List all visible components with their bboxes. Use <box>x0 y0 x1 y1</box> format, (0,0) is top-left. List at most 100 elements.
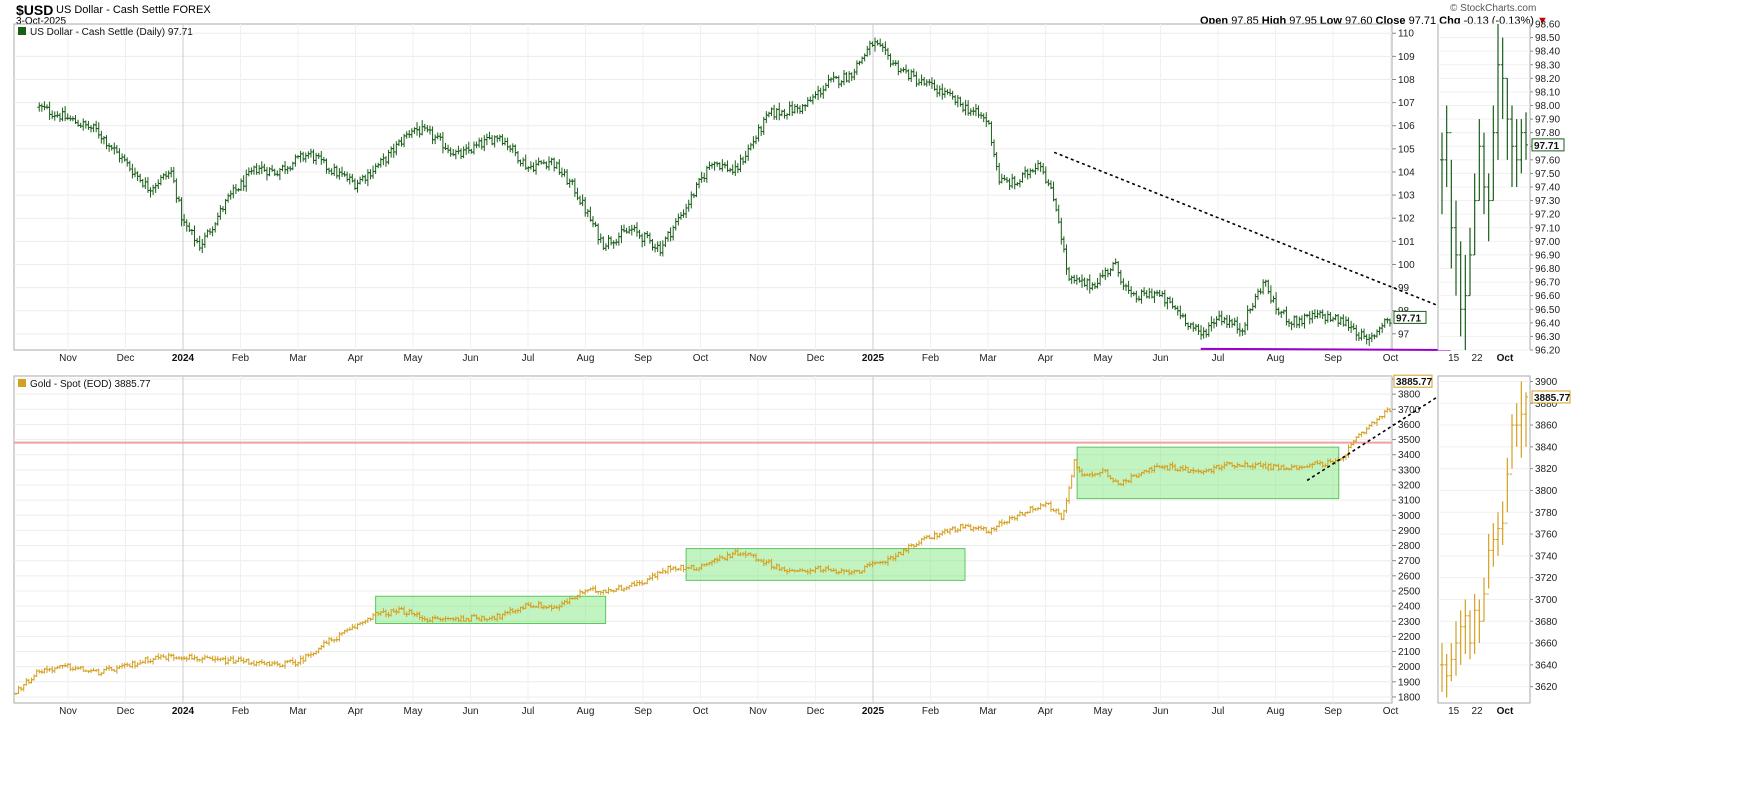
gold-ytick-label: 3200 <box>1398 481 1421 492</box>
gold-inset-ytick-label: 3660 <box>1535 639 1558 650</box>
gold-inset-ytick-label: 3820 <box>1535 464 1558 475</box>
usd-inset-price-bar <box>1482 132 1486 215</box>
usd-ytick-label: 104 <box>1398 167 1415 178</box>
gold-xtick-label: May <box>1094 706 1113 717</box>
gold-inset-xtick-label: Oct <box>1497 706 1514 717</box>
gold-xtick-label: May <box>404 706 423 717</box>
usd-xtick-label: Mar <box>289 353 307 364</box>
usd-inset-ytick-label: 97.60 <box>1535 155 1560 166</box>
gold-price-bar <box>1387 408 1392 413</box>
usd-inset-price-bar <box>1505 77 1510 160</box>
gold-xtick-label: Apr <box>348 706 364 717</box>
usd-inset-price-bar <box>1477 119 1482 202</box>
usd-xtick-label: May <box>404 353 423 364</box>
usd-xtick-label: Feb <box>232 353 250 364</box>
gold-inset-price-bar <box>1486 534 1491 595</box>
usd-support-line <box>1200 347 1451 351</box>
gold-inset-xtick-label: 15 <box>1448 706 1460 717</box>
watermark: © StockCharts.com <box>1450 3 1537 14</box>
usd-xtick-label: Jun <box>462 353 478 364</box>
gold-xtick-label: 2025 <box>862 706 885 717</box>
gold-xtick-label: Jul <box>1212 706 1225 717</box>
usd-inset-ytick-label: 98.20 <box>1535 74 1560 85</box>
usd-inset-price-bar <box>1472 173 1477 256</box>
gold-inset-price-bar <box>1449 643 1454 682</box>
usd-inset-xtick-label: 22 <box>1471 353 1483 364</box>
usd-inset-panel: 96.20 96.30 96.40 96.50 96.60 96.70 96.80 96.90… <box>1437 20 1565 364</box>
gold-ytick-label: 2700 <box>1398 556 1421 567</box>
gold-inset-ytick-label: 3900 <box>1535 377 1558 388</box>
gold-inset-ytick-label: 3640 <box>1535 660 1558 671</box>
gold-ytick-label: 3500 <box>1398 435 1421 446</box>
usd-ytick-label: 105 <box>1398 144 1415 155</box>
gold-inset-ytick-label: 3800 <box>1535 486 1558 497</box>
usd-xtick-label: Aug <box>577 353 595 364</box>
usd-panel-border <box>13 23 1393 351</box>
usd-inset-last-value-box <box>1531 138 1565 152</box>
gold-ytick-label: 2000 <box>1398 662 1421 673</box>
usd-inset-price-bar <box>1496 24 1500 160</box>
gold-ytick-label: 3400 <box>1398 450 1421 461</box>
gold-ytick-label: 2500 <box>1398 586 1421 597</box>
gold-inset-ytick-label: 3620 <box>1535 682 1558 693</box>
usd-inset-ytick-label: 96.40 <box>1535 318 1560 329</box>
gold-xtick-label: Mar <box>289 706 307 717</box>
gold-ytick-label: 2900 <box>1398 526 1421 537</box>
gold-xtick-label: Dec <box>807 706 825 717</box>
usd-panel-label: US Dollar - Cash Settle (Daily) 97.71 <box>30 27 193 38</box>
gold-xtick-label: Feb <box>232 706 250 717</box>
usd-xtick-label: Jul <box>1212 353 1225 364</box>
usd-inset-price-bar <box>1454 200 1458 296</box>
gold-inset-ytick-label: 3680 <box>1535 617 1558 628</box>
down-arrow-icon: ▼ <box>1537 15 1548 27</box>
chart-instrument-name: US Dollar - Cash Settle FOREX <box>56 4 211 16</box>
usd-inset-ytick-label: 97.20 <box>1535 210 1560 221</box>
usd-legend-swatch <box>18 27 26 35</box>
usd-inset-ytick-label: 98.00 <box>1535 101 1560 112</box>
gold-xtick-label: Jun <box>462 706 478 717</box>
usd-ytick-label: 102 <box>1398 214 1415 225</box>
usd-xtick-label: May <box>1094 353 1113 364</box>
usd-inset-ytick-label: 97.40 <box>1535 183 1560 194</box>
usd-inset-ytick-label: 98.30 <box>1535 60 1560 71</box>
gold-inset-price-bar <box>1477 599 1482 644</box>
gold-inset-panel: 3620 3640 3660 3680 3700 3720 3740 3760 3780 3800… <box>1437 375 1571 717</box>
gold-ytick-label: 3100 <box>1398 496 1421 507</box>
usd-xtick-label: Dec <box>807 353 825 364</box>
gold-xtick-label: Aug <box>1267 706 1285 717</box>
gold-panel: 1800 1900 2000 2100 2200 2300 2400 2500 2600 2700… <box>13 375 1440 717</box>
usd-ytick-label: 100 <box>1398 260 1415 271</box>
gold-xtick-label: Jun <box>1152 706 1168 717</box>
usd-xtick-label: Jun <box>1152 353 1168 364</box>
usd-ytick-label: 99 <box>1398 283 1410 294</box>
gold-inset-price-bar <box>1505 457 1510 524</box>
gold-xtick-label: Aug <box>577 706 595 717</box>
gold-inset-price-bar <box>1524 392 1528 447</box>
usd-xtick-label: 2024 <box>172 353 195 364</box>
usd-inset-last-value-label: 97.71 <box>1534 141 1559 152</box>
usd-inset-price-bar <box>1524 112 1528 160</box>
gold-ytick-label: 3800 <box>1398 390 1421 401</box>
usd-xtick-label: Aug <box>1267 353 1285 364</box>
usd-inset-ytick-label: 98.60 <box>1535 20 1560 31</box>
usd-inset-ytick-label: 97.10 <box>1535 223 1560 234</box>
usd-inset-xtick-label: Oct <box>1497 353 1514 364</box>
gold-ytick-label: 1900 <box>1398 677 1421 688</box>
usd-ytick-label: 106 <box>1398 121 1415 132</box>
usd-xtick-label: Feb <box>922 353 940 364</box>
usd-ytick-label: 109 <box>1398 52 1415 63</box>
usd-last-value-box <box>1393 310 1427 324</box>
gold-xtick-label: Oct <box>1383 706 1399 717</box>
gold-consolidation-box <box>375 595 607 625</box>
gold-inset-ytick-label: 3780 <box>1535 508 1558 519</box>
gold-ytick-label: 2600 <box>1398 571 1421 582</box>
usd-inset-price-bar <box>1440 132 1444 215</box>
usd-inset-ytick-label: 97.90 <box>1535 115 1560 126</box>
usd-inset-price-bar <box>1510 105 1514 187</box>
usd-ytick-label: 97 <box>1398 329 1410 340</box>
gold-xtick-label: Jul <box>522 706 535 717</box>
usd-inset-price-bar <box>1463 254 1468 350</box>
gold-inset-price-bar <box>1519 381 1524 458</box>
gold-inset-price-bar <box>1491 523 1496 567</box>
usd-xtick-label: Jul <box>522 353 535 364</box>
